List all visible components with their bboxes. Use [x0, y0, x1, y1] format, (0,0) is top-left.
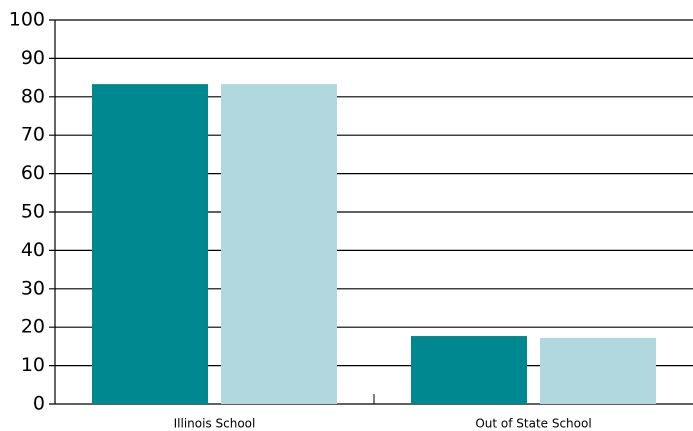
y-tick-label: 10	[21, 354, 45, 376]
y-tick-label: 20	[21, 316, 45, 338]
y-tick-label: 0	[33, 393, 45, 415]
y-tick-label: 40	[21, 239, 45, 261]
x-tick-label: Illinois School	[174, 417, 256, 431]
bar	[221, 84, 337, 405]
y-tick-label: 100	[9, 9, 45, 31]
y-tick-label: 30	[21, 277, 45, 299]
bar	[411, 336, 527, 404]
bar	[540, 337, 656, 404]
bar	[92, 84, 208, 405]
y-tick-label: 90	[21, 47, 45, 69]
y-tick-label: 80	[21, 85, 45, 107]
y-tick-label: 50	[21, 201, 45, 223]
x-tick-label: Out of State School	[475, 417, 591, 431]
y-tick-label: 70	[21, 124, 45, 146]
y-tick-label: 60	[21, 162, 45, 184]
